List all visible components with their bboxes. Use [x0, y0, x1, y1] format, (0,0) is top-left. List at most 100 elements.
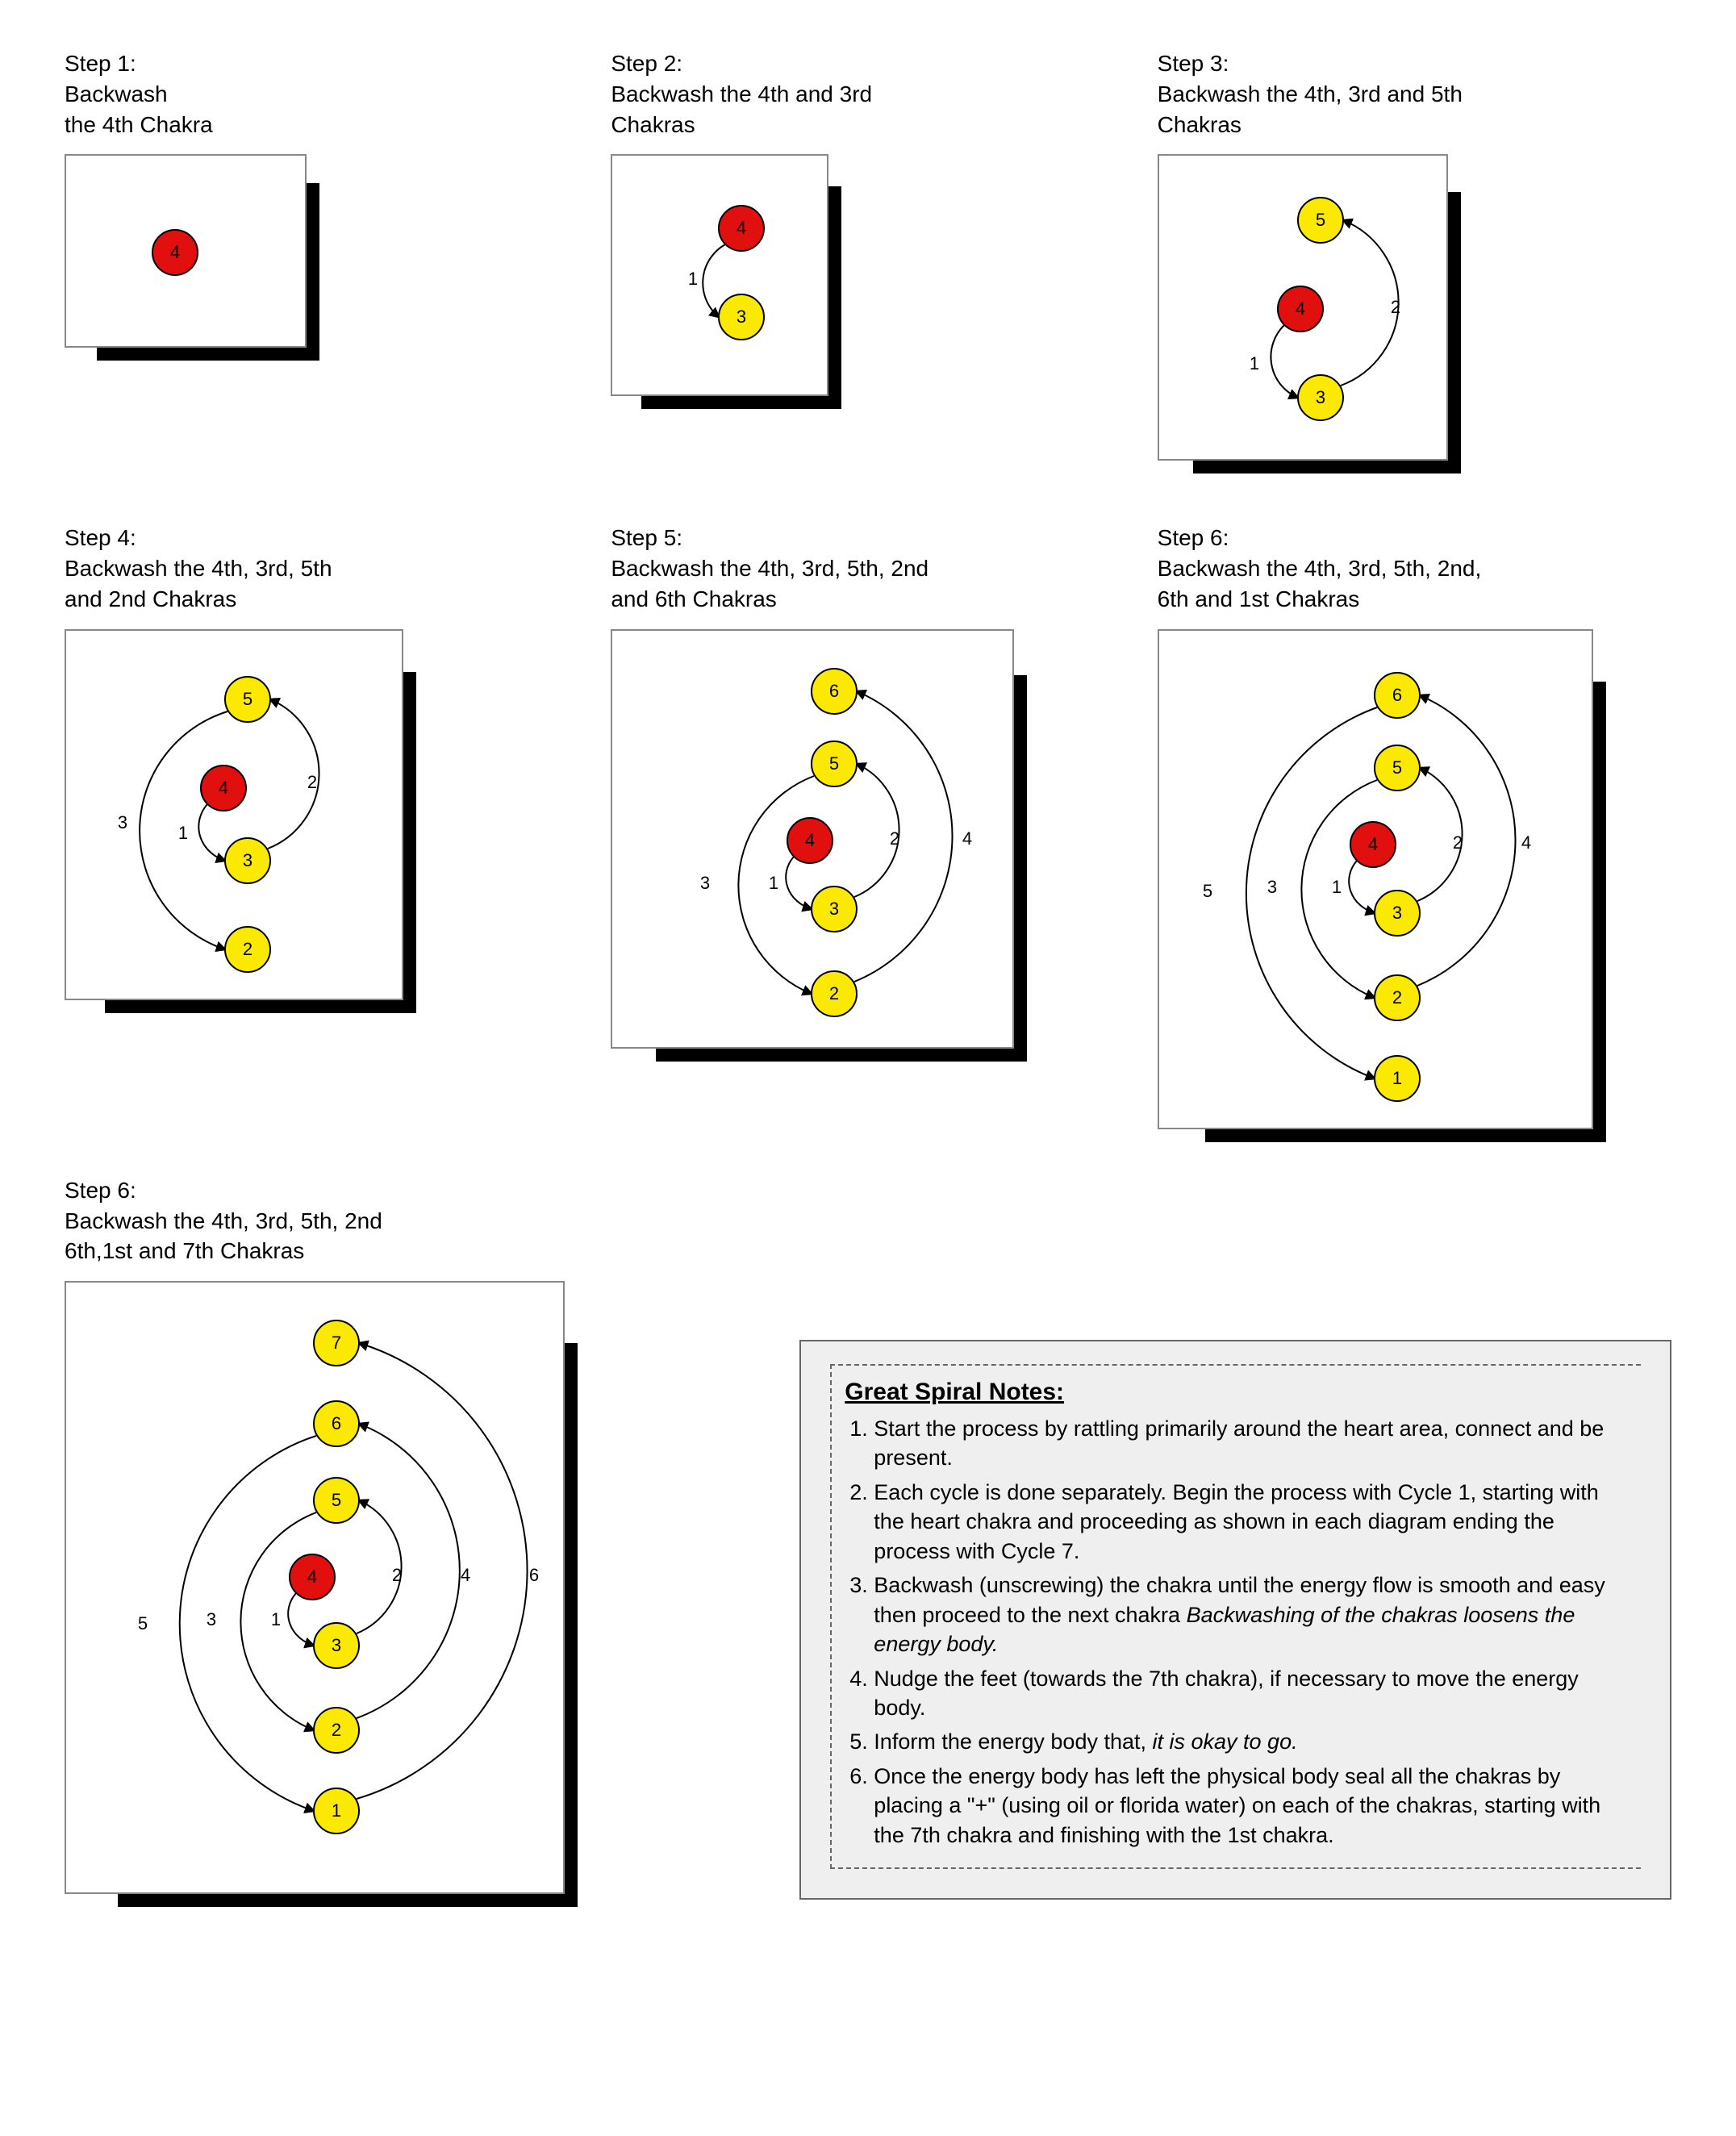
- step-4-panel-wrap: 5432123: [65, 629, 403, 1000]
- step-6a-panel-wrap: 65432112345: [1158, 629, 1593, 1129]
- svg-text:3: 3: [1316, 387, 1325, 407]
- step-6b-title-line-1: Backwash the 4th, 3rd, 5th, 2nd: [65, 1206, 735, 1237]
- svg-text:3: 3: [737, 307, 746, 327]
- step-2-panel-wrap: 4 3 1: [611, 154, 828, 396]
- svg-text:1: 1: [688, 269, 698, 289]
- step-5-title: Step 5: Backwash the 4th, 3rd, 5th, 2nd …: [611, 523, 1125, 614]
- notes-item-6: Once the energy body has left the physic…: [874, 1762, 1633, 1850]
- step-6b: Step 6: Backwash the 4th, 3rd, 5th, 2nd …: [65, 1175, 735, 1900]
- notes-item-4: Nudge the feet (towards the 7th chakra),…: [874, 1664, 1633, 1723]
- step-1-title: Step 1: Backwash the 4th Chakra: [65, 48, 578, 140]
- step-1-title-line-2: the 4th Chakra: [65, 110, 578, 140]
- diagram-panel: 65432112345: [1158, 629, 1593, 1129]
- notes-item-5: Inform the energy body that, it is okay …: [874, 1727, 1633, 1756]
- svg-text:1: 1: [1250, 353, 1259, 373]
- notes-list: Start the process by rattling primarily …: [845, 1414, 1633, 1850]
- notes-item-1-text: Start the process by rattling primarily …: [874, 1416, 1604, 1470]
- step-1-title-line-0: Step 1:: [65, 48, 578, 79]
- step-6a-title-line-1: Backwash the 4th, 3rd, 5th, 2nd,: [1158, 553, 1671, 584]
- step-6b-title-line-0: Step 6:: [65, 1175, 735, 1206]
- step-2-title-line-1: Backwash the 4th and 3rd: [611, 79, 1125, 110]
- step-5-title-line-0: Step 5:: [611, 523, 1125, 553]
- svg-text:7: 7: [332, 1333, 341, 1353]
- step-1-title-line-1: Backwash: [65, 79, 578, 110]
- svg-text:5: 5: [1316, 210, 1325, 230]
- svg-text:5: 5: [1392, 757, 1402, 778]
- notes-item-6-text: Once the energy body has left the physic…: [874, 1764, 1600, 1847]
- svg-text:3: 3: [118, 812, 127, 832]
- svg-text:6: 6: [529, 1565, 539, 1585]
- diagram-panel: 5432123: [65, 629, 403, 1000]
- svg-text:3: 3: [1392, 903, 1402, 923]
- step-5-title-line-2: and 6th Chakras: [611, 584, 1125, 615]
- svg-text:1: 1: [1332, 877, 1342, 897]
- svg-text:4: 4: [1521, 832, 1531, 853]
- step-6a-title: Step 6: Backwash the 4th, 3rd, 5th, 2nd,…: [1158, 523, 1671, 614]
- notes-title: Great Spiral Notes:: [845, 1379, 1633, 1406]
- svg-text:4: 4: [737, 218, 746, 238]
- svg-text:4: 4: [1368, 834, 1378, 854]
- step-3: Step 3: Backwash the 4th, 3rd and 5th Ch…: [1158, 48, 1671, 466]
- svg-text:1: 1: [769, 873, 778, 893]
- step-1-panel-wrap: 4: [65, 154, 307, 348]
- svg-text:1: 1: [271, 1609, 281, 1629]
- notes-item-3: Backwash (unscrewing) the chakra until t…: [874, 1571, 1633, 1658]
- notes-box: Great Spiral Notes: Start the process by…: [799, 1340, 1671, 1900]
- step-2: Step 2: Backwash the 4th and 3rd Chakras…: [611, 48, 1125, 466]
- notes-item-2: Each cycle is done separately. Begin the…: [874, 1478, 1633, 1566]
- step-3-title-line-0: Step 3:: [1158, 48, 1671, 79]
- step-3-title: Step 3: Backwash the 4th, 3rd and 5th Ch…: [1158, 48, 1671, 140]
- step-2-title-line-2: Chakras: [611, 110, 1125, 140]
- svg-text:2: 2: [1392, 987, 1402, 1008]
- svg-text:2: 2: [1453, 832, 1463, 853]
- svg-text:5: 5: [332, 1490, 341, 1510]
- svg-text:3: 3: [243, 850, 252, 870]
- svg-text:5: 5: [829, 753, 839, 774]
- step-5-title-line-1: Backwash the 4th, 3rd, 5th, 2nd: [611, 553, 1125, 584]
- svg-text:4: 4: [307, 1567, 317, 1587]
- step-4-title-line-1: Backwash the 4th, 3rd, 5th: [65, 553, 578, 584]
- notes-item-2-text: Each cycle is done separately. Begin the…: [874, 1480, 1598, 1563]
- notes-inner: Great Spiral Notes: Start the process by…: [830, 1364, 1641, 1869]
- notes-item-1: Start the process by rattling primarily …: [874, 1414, 1633, 1473]
- svg-text:1: 1: [332, 1800, 341, 1821]
- step-6a: Step 6: Backwash the 4th, 3rd, 5th, 2nd,…: [1158, 523, 1671, 1134]
- step-4: Step 4: Backwash the 4th, 3rd, 5th and 2…: [65, 523, 578, 1134]
- svg-text:4: 4: [805, 830, 815, 850]
- svg-text:4: 4: [461, 1565, 470, 1585]
- svg-text:4: 4: [1296, 298, 1305, 319]
- step-4-title-line-2: and 2nd Chakras: [65, 584, 578, 615]
- svg-text:4: 4: [170, 242, 180, 262]
- svg-text:1: 1: [178, 823, 188, 843]
- svg-text:3: 3: [700, 873, 710, 893]
- bottom-row: Step 6: Backwash the 4th, 3rd, 5th, 2nd …: [65, 1175, 1671, 1900]
- notes-item-4-text: Nudge the feet (towards the 7th chakra),…: [874, 1667, 1578, 1720]
- steps-grid: Step 1: Backwash the 4th Chakra 4 Step 2…: [65, 48, 1671, 1135]
- svg-text:2: 2: [307, 772, 317, 792]
- step-3-title-line-2: Chakras: [1158, 110, 1671, 140]
- svg-text:5: 5: [243, 689, 252, 709]
- svg-text:6: 6: [332, 1413, 341, 1433]
- diagram-panel: 4 3 1: [611, 154, 828, 396]
- svg-text:3: 3: [1267, 877, 1277, 897]
- step-2-title-line-0: Step 2:: [611, 48, 1125, 79]
- svg-text:3: 3: [829, 899, 839, 919]
- diagram-panel: 7654321123456: [65, 1281, 565, 1894]
- svg-text:4: 4: [962, 828, 972, 849]
- step-3-title-line-1: Backwash the 4th, 3rd and 5th: [1158, 79, 1671, 110]
- step-5: Step 5: Backwash the 4th, 3rd, 5th, 2nd …: [611, 523, 1125, 1134]
- svg-text:5: 5: [138, 1613, 148, 1633]
- svg-text:6: 6: [829, 681, 839, 701]
- svg-text:1: 1: [1392, 1068, 1402, 1088]
- step-5-panel-wrap: 654321234: [611, 629, 1014, 1049]
- step-1: Step 1: Backwash the 4th Chakra 4: [65, 48, 578, 466]
- step-6b-panel-wrap: 7654321123456: [65, 1281, 565, 1894]
- step-6b-title: Step 6: Backwash the 4th, 3rd, 5th, 2nd …: [65, 1175, 735, 1266]
- svg-text:5: 5: [1203, 881, 1212, 901]
- svg-text:2: 2: [829, 983, 839, 1003]
- step-2-title: Step 2: Backwash the 4th and 3rd Chakras: [611, 48, 1125, 140]
- diagram-panel: 654321234: [611, 629, 1014, 1049]
- step-4-title-line-0: Step 4:: [65, 523, 578, 553]
- step-6a-title-line-0: Step 6:: [1158, 523, 1671, 553]
- notes-item-5-em: it is okay to go.: [1153, 1729, 1298, 1754]
